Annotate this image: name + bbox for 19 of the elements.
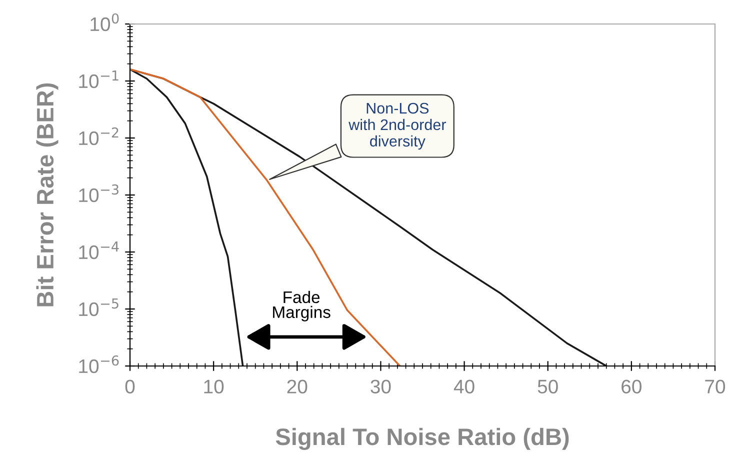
y-tick-label: 10$^{−3}$ xyxy=(79,184,118,202)
y-tick-label: 10$^{0}$ xyxy=(90,13,119,32)
y-tick-label: 10$^{−4}$ xyxy=(79,242,119,260)
x-tick-label: 0 xyxy=(125,380,135,394)
x-tick-label: 50 xyxy=(538,380,558,394)
x-tick-label: 70 xyxy=(705,380,726,394)
x-tick-label: 40 xyxy=(454,380,474,394)
annotation: Non-LOS with 2nd-order diversity xyxy=(348,102,446,150)
x-tick-label: 60 xyxy=(622,380,642,394)
x-axis-title: Signal To Noise Ratio (dB) xyxy=(276,428,569,450)
y-tick-label: 10$^{−2}$ xyxy=(79,127,118,146)
y-tick-label: 10$^{−6}$ xyxy=(79,355,119,374)
y-axis-title: Bit Error Rate (BER) xyxy=(36,83,58,306)
x-tick-label: 30 xyxy=(370,380,391,394)
annotation: Fade Margins xyxy=(273,290,330,322)
x-tick-label: 10 xyxy=(204,380,224,394)
x-tick-label: 20 xyxy=(287,380,308,394)
y-tick-label: 10$^{−1}$ xyxy=(79,70,118,88)
y-tick-label: 10$^{−5}$ xyxy=(79,298,118,316)
